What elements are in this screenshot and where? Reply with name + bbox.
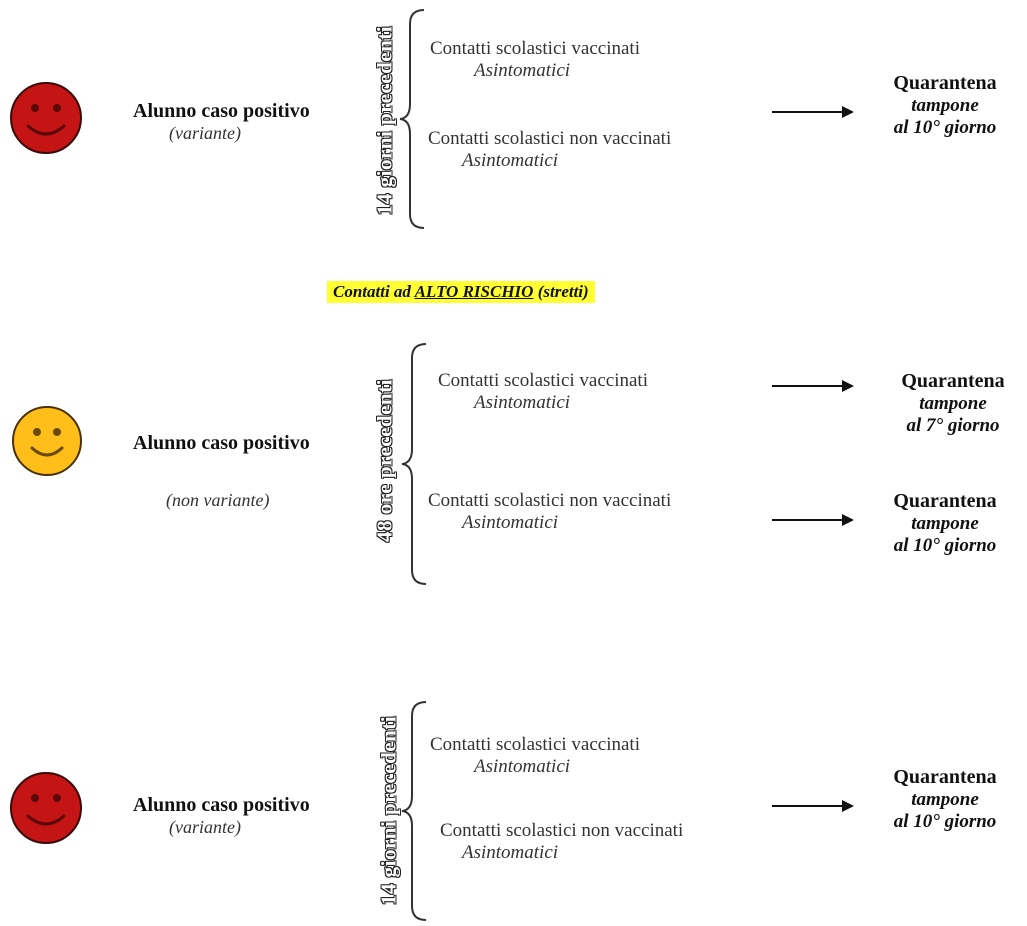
outcome: Quarantena tampone al 10° giorno bbox=[860, 72, 1027, 139]
contact-not-vaccinated: Contatti scolastici non vaccinati Asinto… bbox=[428, 128, 671, 172]
outcome: Quarantena tampone al 10° giorno bbox=[860, 766, 1027, 833]
contact-main: Contatti scolastici non vaccinati bbox=[428, 490, 672, 511]
left-brace bbox=[399, 9, 425, 229]
case-label: Alunno caso positivo (variante) bbox=[133, 794, 310, 838]
diagram-block-1: Alunno caso positivo (variante) 14 giorn… bbox=[0, 0, 1027, 240]
outcome-line: al 10° giorno bbox=[893, 535, 997, 556]
contact-sub: Asintomatici bbox=[474, 756, 571, 777]
outcome-line: al 10° giorno bbox=[893, 811, 997, 832]
contact-main: Contatti scolastici non vaccinati bbox=[440, 820, 684, 841]
banner-emphasis: ALTO RISCHIO bbox=[414, 282, 534, 301]
contact-sub: Asintomatici bbox=[462, 512, 559, 533]
contact-not-vaccinated: Contatti scolastici non vaccinati Asinto… bbox=[440, 820, 683, 864]
outcome-title: Quarantena bbox=[893, 766, 997, 788]
yellow-smiley-icon bbox=[12, 406, 82, 476]
case-title: Alunno caso positivo bbox=[133, 432, 310, 454]
banner-suffix: (stretti) bbox=[537, 282, 589, 301]
contact-sub: Asintomatici bbox=[474, 392, 571, 413]
case-label: Alunno caso positivo bbox=[133, 432, 310, 455]
banner-prefix: Contatti ad bbox=[333, 282, 411, 301]
contact-main: Contatti scolastici vaccinati bbox=[438, 370, 648, 391]
outcome: Quarantena tampone al 10° giorno bbox=[860, 490, 1027, 557]
red-smiley-icon bbox=[10, 772, 82, 844]
period-label: 14 giorni precedenti bbox=[372, 25, 397, 216]
contact-main: Contatti scolastici non vaccinati bbox=[428, 128, 672, 149]
case-subtitle: (variante) bbox=[169, 817, 241, 837]
contact-sub: Asintomatici bbox=[474, 60, 571, 81]
contact-not-vaccinated: Contatti scolastici non vaccinati Asinto… bbox=[428, 490, 671, 534]
period-label: 48 ore precedenti bbox=[372, 379, 397, 542]
arrow-icon bbox=[772, 800, 854, 812]
contact-vaccinated: Contatti scolastici vaccinati Asintomati… bbox=[430, 38, 640, 82]
contact-main: Contatti scolastici vaccinati bbox=[430, 734, 640, 755]
arrow-icon bbox=[772, 106, 854, 118]
case-label-sub: (non variante) bbox=[166, 490, 269, 511]
outcome-line: al 10° giorno bbox=[893, 117, 997, 138]
case-title: Alunno caso positivo bbox=[133, 100, 310, 122]
outcome: Quarantena tampone al 7° giorno bbox=[868, 370, 1027, 437]
outcome-line: tampone bbox=[911, 95, 979, 116]
left-brace bbox=[401, 343, 427, 585]
case-label: Alunno caso positivo (variante) bbox=[133, 100, 310, 144]
period-label: 14 giorni precedenti bbox=[376, 715, 401, 906]
outcome-title: Quarantena bbox=[901, 370, 1005, 392]
contact-vaccinated: Contatti scolastici vaccinati Asintomati… bbox=[438, 370, 648, 414]
outcome-line: tampone bbox=[911, 789, 979, 810]
case-subtitle: (variante) bbox=[169, 123, 241, 143]
arrow-icon bbox=[772, 514, 854, 526]
contact-sub: Asintomatici bbox=[462, 842, 559, 863]
outcome-title: Quarantena bbox=[893, 490, 997, 512]
diagram-block-3: Alunno caso positivo (variante) 14 giorn… bbox=[0, 690, 1027, 925]
case-subtitle: (non variante) bbox=[166, 490, 270, 510]
red-smiley-icon bbox=[10, 82, 82, 154]
outcome-title: Quarantena bbox=[893, 72, 997, 94]
case-title: Alunno caso positivo bbox=[133, 794, 310, 816]
contact-vaccinated: Contatti scolastici vaccinati Asintomati… bbox=[430, 734, 640, 778]
diagram-block-2: Alunno caso positivo (non variante) 48 o… bbox=[0, 330, 1027, 600]
outcome-line: tampone bbox=[919, 393, 987, 414]
arrow-icon bbox=[772, 380, 854, 392]
contact-sub: Asintomatici bbox=[462, 150, 559, 171]
outcome-line: tampone bbox=[911, 513, 979, 534]
contact-main: Contatti scolastici vaccinati bbox=[430, 38, 640, 59]
outcome-line: al 7° giorno bbox=[906, 415, 1000, 436]
high-risk-banner: Contatti ad ALTO RISCHIO (stretti) bbox=[327, 281, 595, 303]
left-brace bbox=[401, 701, 427, 921]
